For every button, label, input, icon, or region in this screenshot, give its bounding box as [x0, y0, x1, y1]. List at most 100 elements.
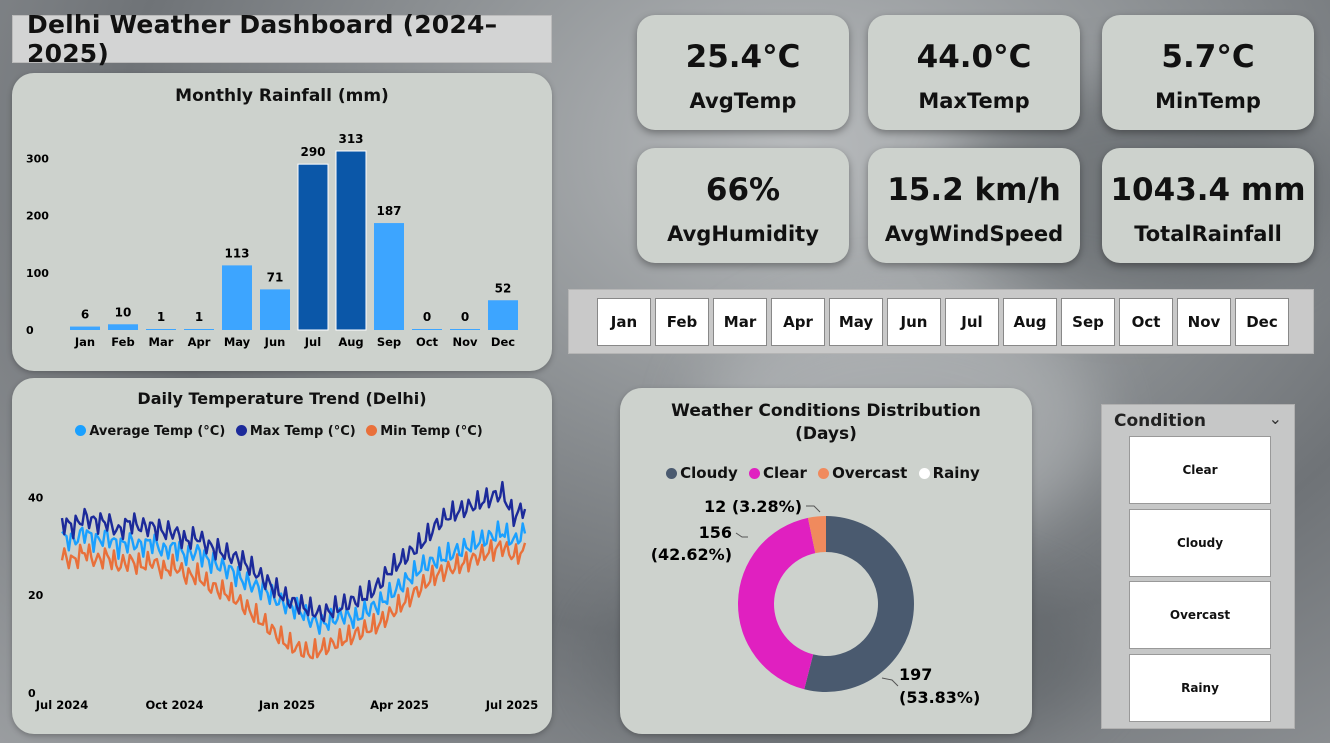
- x-tick-label: Jul 2024: [35, 698, 88, 712]
- month-button-may[interactable]: May: [829, 298, 883, 346]
- bar-aug[interactable]: [335, 150, 367, 331]
- x-tick-label: Dec: [491, 335, 515, 349]
- slice-clear[interactable]: [738, 517, 816, 690]
- conditions-chart-title: Weather Conditions Distribution (Days): [660, 400, 992, 446]
- bar-may[interactable]: [222, 265, 252, 330]
- slice-label-clear-pct: (42.62%): [651, 545, 732, 564]
- bar-nov[interactable]: [450, 329, 480, 330]
- x-tick-label: Mar: [149, 335, 174, 349]
- kpi-value: 66%: [705, 172, 781, 208]
- bar-feb[interactable]: [108, 324, 138, 330]
- condition-option-overcast[interactable]: Overcast: [1129, 581, 1271, 649]
- bar-value-label: 187: [376, 204, 401, 218]
- x-tick-label: Jun: [264, 335, 286, 349]
- conditions-donut-chart: 197 (53.83%) 156 (42.62%) 12 (3.28%): [651, 497, 981, 707]
- slice-label-cloudy-count: 197: [899, 665, 932, 684]
- condition-option-rainy[interactable]: Rainy: [1129, 654, 1271, 722]
- y-tick-label: 40: [28, 491, 44, 504]
- bar-value-label: 6: [81, 308, 89, 322]
- month-button-jan[interactable]: Jan: [597, 298, 651, 346]
- month-button-apr[interactable]: Apr: [771, 298, 825, 346]
- x-tick-label: Jul: [304, 335, 321, 349]
- legend-item-rainy[interactable]: Rainy: [918, 464, 980, 482]
- rainfall-chart-title: Monthly Rainfall (mm): [175, 86, 389, 106]
- legend-item-overcast[interactable]: Overcast: [818, 464, 907, 482]
- legend-label: Rainy: [932, 464, 980, 482]
- leader-line: [806, 505, 821, 513]
- bar-sep[interactable]: [374, 223, 404, 330]
- month-button-dec[interactable]: Dec: [1235, 298, 1289, 346]
- x-tick-label: Apr 2025: [370, 698, 429, 712]
- slice-label-cloudy-pct: (53.83%): [899, 688, 980, 707]
- condition-option-clear[interactable]: Clear: [1129, 436, 1271, 504]
- x-tick-label: May: [224, 335, 251, 349]
- legend-item-min[interactable]: Min Temp (°C): [366, 424, 483, 439]
- temperature-line-chart: 0 20 40 Jul 2024 Oct 2024 Jan 2025 Apr 2025 Jul…: [28, 480, 538, 712]
- rainfall-bar-chart: 0 100 200 300 6 Jan 10 Feb 1 Mar 1 Apr 113 May 71 Jun 29…: [26, 132, 518, 349]
- bar-value-label: 71: [267, 270, 284, 284]
- x-tick-label: Aug: [338, 335, 363, 349]
- month-button-sep[interactable]: Sep: [1061, 298, 1115, 346]
- max-temp-line[interactable]: [60, 480, 527, 623]
- bar-jan[interactable]: [70, 326, 100, 330]
- x-tick-label: Oct: [416, 335, 439, 349]
- temperature-legend: Average Temp (°C) Max Temp (°C) Min Temp…: [12, 424, 552, 439]
- x-tick-label: Jan: [74, 335, 95, 349]
- month-button-jun[interactable]: Jun: [887, 298, 941, 346]
- kpi-label: AvgHumidity: [667, 222, 819, 246]
- kpi-card-min-temp[interactable]: 5.7°C MinTemp: [1102, 15, 1314, 130]
- slice-label-clear-count: 156: [699, 523, 732, 542]
- bar-oct[interactable]: [412, 329, 442, 330]
- month-button-mar[interactable]: Mar: [713, 298, 767, 346]
- bar-dec[interactable]: [488, 300, 518, 330]
- bar-value-label: 10: [115, 305, 132, 319]
- temperature-chart-title: Daily Temperature Trend (Delhi): [137, 389, 427, 408]
- x-tick-label: Oct 2024: [145, 698, 203, 712]
- x-tick-label: Nov: [452, 335, 478, 349]
- y-tick-label: 300: [26, 152, 49, 165]
- kpi-card-avg-wind-speed[interactable]: 15.2 km/h AvgWindSpeed: [868, 148, 1080, 263]
- bar-mar[interactable]: [146, 329, 176, 330]
- bar-value-label: 0: [423, 310, 431, 324]
- slice-overcast[interactable]: [807, 516, 826, 554]
- kpi-label: MinTemp: [1155, 89, 1261, 113]
- legend-item-avg[interactable]: Average Temp (°C): [75, 424, 225, 439]
- y-tick-label: 0: [28, 687, 36, 700]
- legend-item-clear[interactable]: Clear: [749, 464, 807, 482]
- bar-jun[interactable]: [260, 289, 290, 330]
- kpi-card-total-rainfall[interactable]: 1043.4 mm TotalRainfall: [1102, 148, 1314, 263]
- rainfall-chart-panel: Monthly Rainfall (mm) 0 100 200 300 6 Jan 10 Fe…: [12, 73, 552, 371]
- month-button-oct[interactable]: Oct: [1119, 298, 1173, 346]
- x-tick-label: Jul 2025: [485, 698, 538, 712]
- bar-value-label: 1: [195, 310, 203, 324]
- bar-value-label: 0: [461, 310, 469, 324]
- kpi-value: 25.4°C: [685, 39, 801, 75]
- legend-label: Overcast: [832, 464, 908, 482]
- kpi-value: 44.0°C: [916, 39, 1032, 75]
- month-slicer: Jan Feb Mar Apr May Jun Jul Aug Sep Oct …: [568, 289, 1314, 354]
- condition-option-cloudy[interactable]: Cloudy: [1129, 509, 1271, 577]
- legend-item-cloudy[interactable]: Cloudy: [666, 464, 738, 482]
- y-tick-label: 20: [28, 589, 44, 602]
- legend-item-max[interactable]: Max Temp (°C): [235, 424, 356, 439]
- month-button-feb[interactable]: Feb: [655, 298, 709, 346]
- slice-cloudy[interactable]: [804, 516, 914, 692]
- kpi-card-max-temp[interactable]: 44.0°C MaxTemp: [868, 15, 1080, 130]
- kpi-label: AvgTemp: [689, 89, 797, 113]
- avg-temp-line[interactable]: [61, 520, 527, 635]
- month-button-nov[interactable]: Nov: [1177, 298, 1231, 346]
- slice-label-overcast: 12 (3.28%): [704, 497, 802, 516]
- month-button-jul[interactable]: Jul: [945, 298, 999, 346]
- min-temp-line[interactable]: [60, 539, 527, 660]
- kpi-value: 5.7°C: [1161, 39, 1255, 75]
- legend-label: Average Temp (°C): [89, 424, 226, 439]
- x-tick-label: Sep: [377, 335, 401, 349]
- bar-apr[interactable]: [184, 329, 214, 330]
- kpi-card-avg-humidity[interactable]: 66% AvgHumidity: [637, 148, 849, 263]
- legend-label: Max Temp (°C): [249, 424, 356, 439]
- chevron-down-icon[interactable]: ⌄: [1268, 409, 1282, 428]
- kpi-label: MaxTemp: [918, 89, 1030, 113]
- bar-jul[interactable]: [297, 163, 329, 331]
- kpi-card-avg-temp[interactable]: 25.4°C AvgTemp: [637, 15, 849, 130]
- month-button-aug[interactable]: Aug: [1003, 298, 1057, 346]
